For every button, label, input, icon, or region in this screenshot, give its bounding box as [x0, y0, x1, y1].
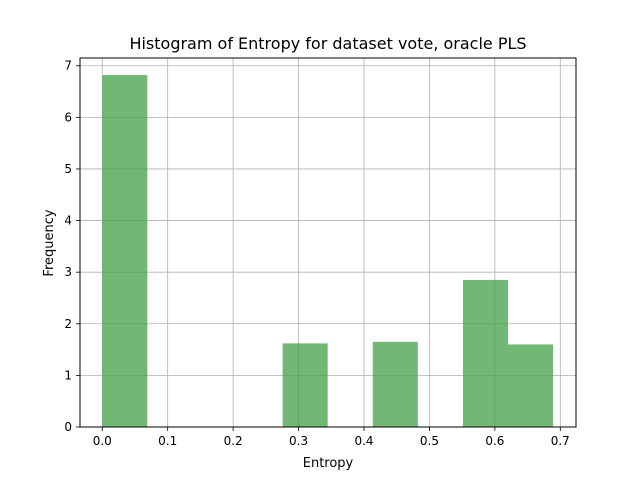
x-tick-label: 0.0 — [93, 434, 112, 448]
y-tick-label: 7 — [64, 59, 72, 73]
x-tick-label: 0.1 — [158, 434, 177, 448]
x-tick-label: 0.6 — [485, 434, 504, 448]
x-tick-label: 0.3 — [289, 434, 308, 448]
y-tick-label: 5 — [64, 162, 72, 176]
y-tick-label: 1 — [64, 368, 72, 382]
x-axis-label: Entropy — [303, 456, 354, 471]
plot-frame — [79, 57, 577, 428]
x-tick-label: 0.5 — [420, 434, 439, 448]
y-axis-label: Frequency — [42, 209, 57, 276]
histogram-bar — [508, 344, 554, 427]
y-tick-label: 2 — [64, 317, 72, 331]
y-tick-label: 6 — [64, 110, 72, 124]
histogram-bar — [462, 279, 509, 427]
chart-title: Histogram of Entropy for dataset vote, o… — [129, 34, 526, 53]
ticks: 0.0 0.1 0.2 0.3 0.4 0.5 0.6 0.7 0 1 2 3 4 5 6 7 — [64, 59, 569, 448]
y-tick-label: 3 — [64, 265, 72, 279]
y-tick-label: 0 — [64, 420, 72, 434]
histogram-bar — [102, 75, 148, 428]
bars — [102, 75, 554, 428]
x-tick-label: 0.4 — [354, 434, 373, 448]
y-tick-label: 4 — [64, 214, 72, 228]
histogram-bar — [372, 341, 418, 427]
x-tick-label: 0.2 — [224, 434, 243, 448]
histogram-bar — [282, 343, 328, 427]
x-tick-label: 0.7 — [551, 434, 570, 448]
